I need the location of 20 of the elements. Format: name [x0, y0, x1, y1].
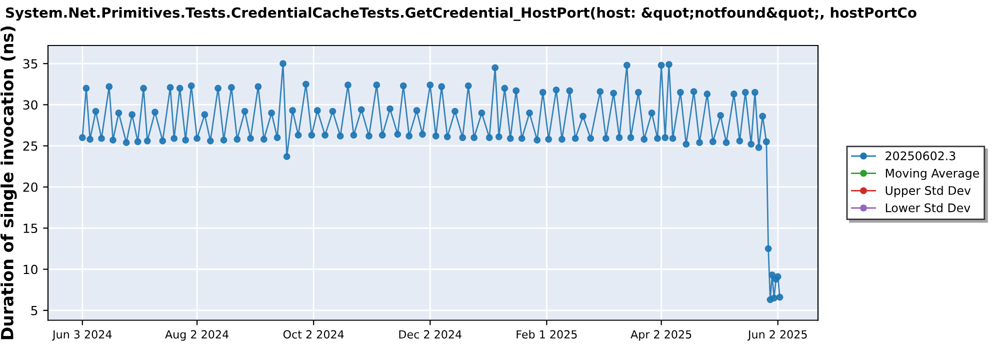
x-tick-label: Feb 1 2025: [516, 330, 577, 339]
x-tick-label: Oct 2 2024: [283, 330, 344, 339]
y-tick-label: 10: [24, 264, 38, 274]
y-tick-label: 5: [31, 306, 38, 316]
legend-label: Upper Std Dev: [886, 186, 971, 198]
chart-title: System.Net.Primitives.Tests.CredentialCacheTests.GetCredential_HostPort(host: &quot;notfound&quot;, hostPortCo: [6, 7, 916, 21]
y-axis-title: Duration of single invocation (ns): [0, 26, 17, 340]
y-tick-label: 35: [23, 59, 38, 69]
legend-label: Moving Average: [886, 168, 980, 180]
y-tick-label: 20: [23, 182, 38, 192]
x-tick-label: Aug 2 2024: [165, 330, 228, 341]
legend-label: Lower Std Dev: [886, 203, 970, 212]
x-tick-label: Jun 3 2024: [52, 330, 112, 341]
y-tick-label: 25: [23, 141, 38, 151]
y-tick-label: 30: [23, 100, 38, 110]
legend-label: 20250602.3: [886, 151, 956, 160]
x-tick-label: Dec 2 2024: [399, 330, 462, 339]
x-tick-label: Apr 2 2025: [630, 330, 692, 341]
y-tick-label: 15: [24, 224, 38, 234]
x-tick-label: Jun 2 2025: [747, 330, 807, 341]
